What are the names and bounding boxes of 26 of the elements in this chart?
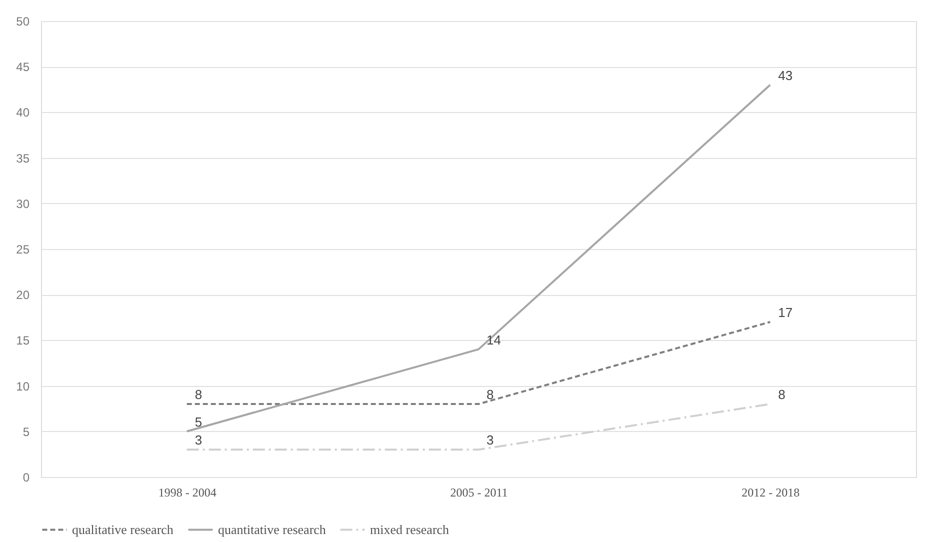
- y-tick-label: 25: [16, 242, 30, 256]
- data-label: 17: [778, 304, 793, 320]
- legend-label: qualitative research: [72, 522, 174, 537]
- y-tick-label: 20: [16, 288, 30, 302]
- data-label: 8: [486, 387, 494, 402]
- data-label: 5: [194, 414, 202, 430]
- data-label: 3: [194, 432, 202, 448]
- data-label: 8: [194, 387, 202, 402]
- y-tick-label: 10: [16, 379, 30, 394]
- data-label: 43: [778, 68, 793, 83]
- y-tick-label: 35: [16, 151, 30, 166]
- x-tick-label: 1998 - 2004: [158, 486, 216, 500]
- y-tick-label: 30: [16, 196, 30, 211]
- y-tick-label: 40: [16, 106, 30, 120]
- x-tick-label: 2012 - 2018: [742, 486, 800, 500]
- data-label: 8: [778, 387, 786, 402]
- legend-label: quantitative research: [218, 522, 326, 537]
- legend-label: mixed research: [370, 522, 450, 537]
- y-tick-label: 45: [16, 60, 30, 74]
- data-label: 14: [486, 332, 501, 348]
- y-tick-label: 15: [16, 334, 30, 348]
- y-tick-label: 0: [22, 470, 30, 484]
- x-tick-label: 2005 - 2011: [450, 486, 508, 500]
- y-tick-label: 50: [16, 14, 30, 28]
- data-label: 3: [486, 432, 494, 448]
- y-tick-label: 5: [22, 424, 30, 439]
